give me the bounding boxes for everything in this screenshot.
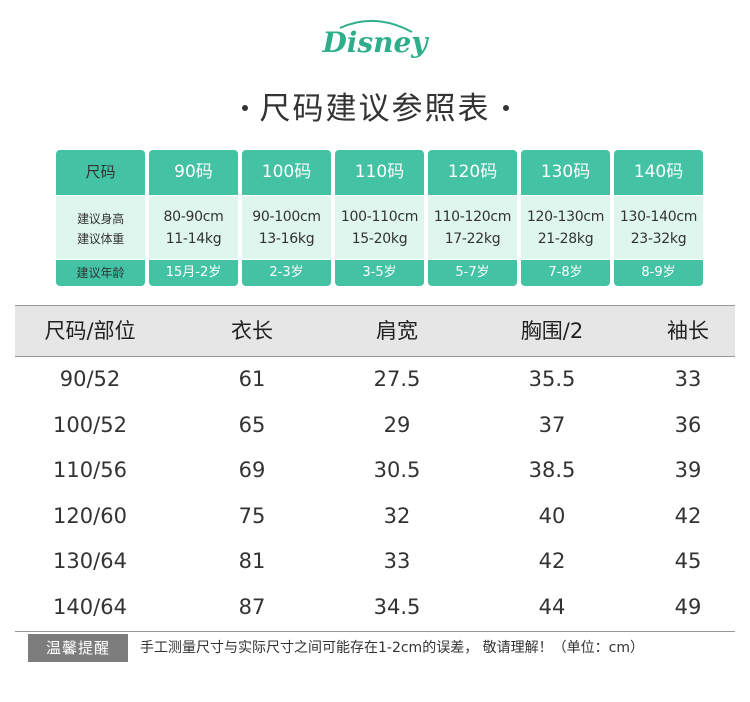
header-length: 衣长 [231,319,273,343]
cell-length: 75 [238,503,266,528]
header-shoulder: 肩宽 [376,319,418,343]
disney-logo-icon: Disney [321,19,429,59]
rec-column-120: 120码 110-120cm 17-22kg 5-7岁 [428,150,517,286]
rec-weight: 23-32kg [630,231,687,247]
cell-length: 81 [238,549,266,573]
table-row: 120/60 75 32 40 42 [15,494,735,540]
rec-size: 140码 [614,150,703,195]
cell-sleeve: 42 [674,503,702,528]
cell-sleeve: 36 [674,412,702,437]
rec-age: 8-9岁 [614,260,703,286]
cell-size: 100/52 [53,412,127,437]
cell-length: 69 [238,458,266,482]
rec-age: 15月-2岁 [149,260,238,286]
cell-shoulder: 32 [383,503,411,528]
reminder-text: 手工测量尺寸与实际尺寸之间可能存在1-2cm的误差， 敬请理解！（单位：cm） [140,640,644,656]
rec-age: 3-5岁 [335,260,424,286]
rec-size: 100码 [242,150,331,195]
cell-shoulder: 27.5 [373,367,421,391]
rec-weight: 17-22kg [444,231,501,247]
cell-chest: 37 [538,412,566,437]
rec-body: 90-100cm 13-16kg [242,196,331,259]
cell-size: 110/56 [53,458,127,482]
cell-chest: 42 [538,549,566,573]
rec-height: 100-110cm [340,209,419,225]
rec-label-body: 建议身高 建议体重 [56,196,145,259]
header-size-part: 尺码/部位 [44,319,136,343]
rec-label-size: 尺码 [56,150,145,195]
rec-height: 130-140cm [619,209,698,225]
table-header: 尺码/部位 衣长 肩宽 胸围/2 袖长 [15,305,735,357]
cell-size: 120/60 [53,503,127,528]
rec-body: 80-90cm 11-14kg [149,196,238,259]
rec-label-weight: 建议体重 [77,232,124,246]
rec-column-130: 130码 120-130cm 21-28kg 7-8岁 [521,150,610,286]
rec-height: 120-130cm [526,209,605,225]
rec-weight: 11-14kg [165,231,222,247]
rec-column-140: 140码 130-140cm 23-32kg 8-9岁 [614,150,703,286]
table-row: 130/64 81 33 42 45 [15,539,735,585]
table-row: 140/64 87 34.5 44 49 [15,585,735,631]
cell-size: 130/64 [53,549,127,573]
cell-chest: 35.5 [528,367,576,391]
cell-sleeve: 39 [674,458,702,482]
rec-body: 110-120cm 17-22kg [428,196,517,259]
reminder-badge: 温馨提醒 [28,634,128,662]
header-sleeve: 袖长 [667,319,709,343]
cell-length: 87 [238,594,266,619]
disney-logo: Disney [0,14,750,74]
rec-label-column: 尺码 建议身高 建议体重 建议年龄 [56,150,145,286]
rec-height: 90-100cm [252,209,321,225]
header-chest: 胸围/2 [520,319,584,343]
title-dot-left [241,104,248,111]
rec-label-age: 建议年龄 [56,260,145,286]
cell-size: 90/52 [59,367,121,391]
rec-age: 2-3岁 [242,260,331,286]
rec-body: 130-140cm 23-32kg [614,196,703,259]
table-row: 100/52 65 29 37 36 [15,403,735,449]
cell-length: 61 [238,367,266,391]
table-row: 110/56 69 30.5 38.5 39 [15,448,735,494]
cell-shoulder: 33 [383,549,411,573]
rec-column-100: 100码 90-100cm 13-16kg 2-3岁 [242,150,331,286]
cell-shoulder: 29 [383,412,411,437]
cell-chest: 38.5 [528,458,576,482]
measurement-table: 尺码/部位 衣长 肩宽 胸围/2 袖长 90/52 61 27.5 35.5 3… [15,305,735,632]
rec-size: 110码 [335,150,424,195]
page-title-text: 尺码建议参照表 [259,91,491,127]
rec-size: 90码 [149,150,238,195]
rec-age: 7-8岁 [521,260,610,286]
rec-weight: 15-20kg [351,231,408,247]
size-recommendation-grid: 尺码 建议身高 建议体重 建议年龄 90码 80-90cm 11-14kg 15… [56,150,703,286]
rec-size: 130码 [521,150,610,195]
rec-body: 120-130cm 21-28kg [521,196,610,259]
rec-column-90: 90码 80-90cm 11-14kg 15月-2岁 [149,150,238,286]
warm-reminder: 温馨提醒 手工测量尺寸与实际尺寸之间可能存在1-2cm的误差， 敬请理解！（单位… [28,634,738,664]
title-dot-right [502,104,509,111]
rec-label-height: 建议身高 [77,212,124,226]
rec-age: 5-7岁 [428,260,517,286]
rec-weight: 21-28kg [537,231,594,247]
page-title: 尺码建议参照表 [0,86,750,132]
cell-chest: 40 [538,503,566,528]
cell-chest: 44 [538,594,566,619]
cell-sleeve: 45 [674,549,702,573]
rec-size: 120码 [428,150,517,195]
cell-size: 140/64 [53,594,127,619]
cell-sleeve: 33 [674,367,702,391]
svg-text:Disney: Disney [321,26,429,59]
cell-shoulder: 34.5 [373,594,421,619]
rec-height: 110-120cm [433,209,512,225]
rec-weight: 13-16kg [258,231,315,247]
table-bottom-rule [15,631,735,632]
table-row: 90/52 61 27.5 35.5 33 [15,357,735,403]
cell-sleeve: 49 [674,594,702,619]
rec-body: 100-110cm 15-20kg [335,196,424,259]
cell-length: 65 [238,412,266,437]
cell-shoulder: 30.5 [373,458,421,482]
rec-height: 80-90cm [163,209,224,225]
rec-column-110: 110码 100-110cm 15-20kg 3-5岁 [335,150,424,286]
